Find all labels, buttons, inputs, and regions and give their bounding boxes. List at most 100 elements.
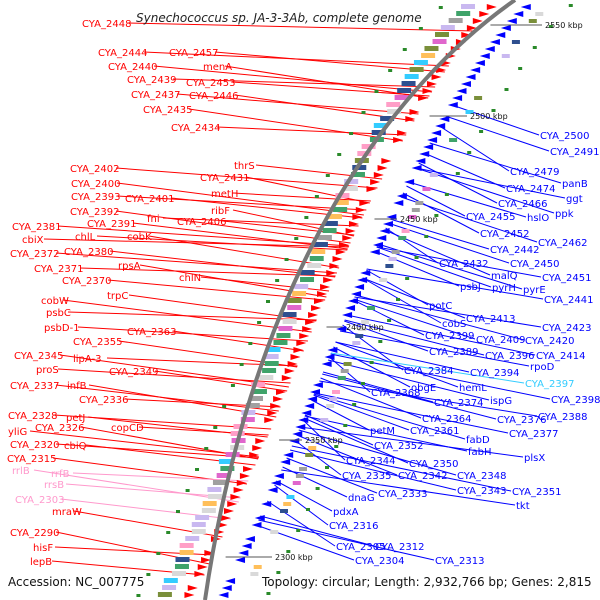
cog-category-block: [535, 12, 544, 16]
kbp-label: 2450 kbp: [400, 215, 438, 224]
gene-label: CYA_2414: [536, 351, 585, 362]
gene-label: thrS: [234, 161, 255, 172]
forward-gene-arrow: [366, 186, 377, 192]
kbp-label: 2500 kbp: [470, 112, 508, 121]
gene-label: CYA_2455: [466, 212, 515, 223]
genome-stats-label: Topology: circular; Length: 2,932,766 bp…: [261, 575, 592, 589]
reverse-gene-arrow: [241, 543, 252, 549]
gc-marker: [388, 69, 393, 72]
leader-line: [429, 142, 562, 184]
leader-line: [96, 235, 348, 251]
cog-category-block: [409, 67, 424, 72]
gene-label: CYA_2345: [14, 351, 63, 362]
gene-label: CYA_2372: [10, 249, 59, 260]
gene-label: proS: [36, 365, 59, 376]
forward-gene-arrow: [345, 228, 356, 234]
forward-gene-arrow: [314, 298, 325, 304]
cog-category-block: [283, 502, 292, 506]
accession-label: Accession: NC_007775: [8, 575, 144, 589]
cog-category-block: [279, 509, 288, 513]
reverse-gene-arrow: [447, 102, 458, 108]
gene-label: rrsB: [44, 480, 64, 491]
gene-label: CYA_2453: [186, 78, 235, 89]
reverse-gene-arrow: [393, 200, 404, 206]
forward-gene-arrow: [405, 116, 416, 122]
gene-label: CYA_2305: [336, 542, 385, 553]
gene-label: pdxA: [333, 507, 359, 518]
gc-marker: [284, 258, 289, 261]
gene-label: menA: [203, 62, 232, 73]
leader-line: [374, 250, 460, 287]
leader-line: [214, 51, 445, 73]
gc-marker: [136, 594, 141, 597]
cog-category-block: [220, 466, 235, 471]
gene-label: CYA_2380: [64, 247, 113, 258]
leader-line: [314, 392, 509, 434]
forward-gene-arrow: [348, 221, 359, 227]
forward-gene-arrow: [236, 480, 247, 486]
gc-marker: [438, 6, 443, 9]
forward-gene-arrow: [393, 137, 404, 143]
leader-line: [260, 515, 375, 547]
leader-line: [115, 210, 351, 244]
forward-gene-arrow: [466, 25, 477, 31]
gc-marker: [213, 426, 218, 429]
reverse-gene-arrow: [439, 116, 450, 122]
gc-marker: [222, 405, 227, 408]
gene-label: CYA_2396: [485, 351, 534, 362]
reverse-gene-arrow: [244, 536, 255, 542]
gene-label: CYA_2434: [171, 123, 220, 134]
reverse-gene-arrow: [452, 95, 463, 101]
gene-label: CYA_2441: [544, 295, 593, 306]
cog-category-block: [340, 369, 349, 373]
forward-gene-arrow: [426, 81, 437, 87]
leader-line: [362, 277, 442, 324]
forward-gene-arrow: [431, 74, 442, 80]
leader-line: [299, 426, 524, 458]
forward-gene-arrow: [273, 396, 284, 402]
gene-label: CYA_2432: [439, 259, 488, 270]
gc-marker: [294, 237, 299, 240]
forward-gene-arrow: [255, 438, 266, 444]
forward-gene-arrow: [335, 249, 346, 255]
leader-line: [333, 346, 411, 388]
leader-line: [302, 419, 346, 461]
gc-marker: [296, 529, 301, 532]
cog-category-block: [299, 467, 308, 471]
reverse-gene-arrow: [336, 326, 347, 332]
forward-gene-arrow: [320, 284, 331, 290]
reverse-gene-arrow: [415, 158, 426, 164]
gene-label: CYA_2391: [87, 219, 136, 230]
cog-category-block: [429, 173, 438, 177]
cog-category-block: [386, 102, 401, 107]
gene-label: CYA_2474: [506, 184, 555, 195]
cog-category-block: [322, 228, 337, 233]
gene-label: CYA_2420: [525, 336, 574, 347]
forward-gene-arrow: [281, 375, 292, 381]
forward-gene-arrow: [293, 347, 304, 353]
gc-marker: [387, 319, 392, 322]
cog-category-block: [245, 403, 260, 408]
gene-label: CYA_2437: [131, 90, 180, 101]
gene-label: CYA_2389: [429, 347, 478, 358]
cog-category-block: [295, 474, 304, 478]
gene-label: CYA_2479: [510, 167, 559, 178]
forward-gene-arrow: [409, 109, 420, 115]
cog-category-block: [320, 418, 329, 422]
gene-label: CYA_2374: [434, 398, 483, 409]
gene-label: CYA_2368: [371, 388, 420, 399]
cog-category-block: [313, 242, 328, 247]
leader-line: [116, 195, 367, 211]
kbp-label: 2300 kbp: [275, 553, 313, 562]
cog-category-block: [300, 277, 315, 282]
cog-category-block: [195, 515, 210, 520]
gene-label: CYA_2444: [98, 48, 147, 59]
forward-gene-arrow: [352, 214, 363, 220]
leader-line: [245, 176, 370, 204]
reverse-gene-arrow: [221, 585, 232, 591]
cog-category-block: [157, 592, 172, 597]
reverse-gene-arrow: [225, 578, 236, 584]
gene-label: rpoD: [530, 362, 555, 373]
